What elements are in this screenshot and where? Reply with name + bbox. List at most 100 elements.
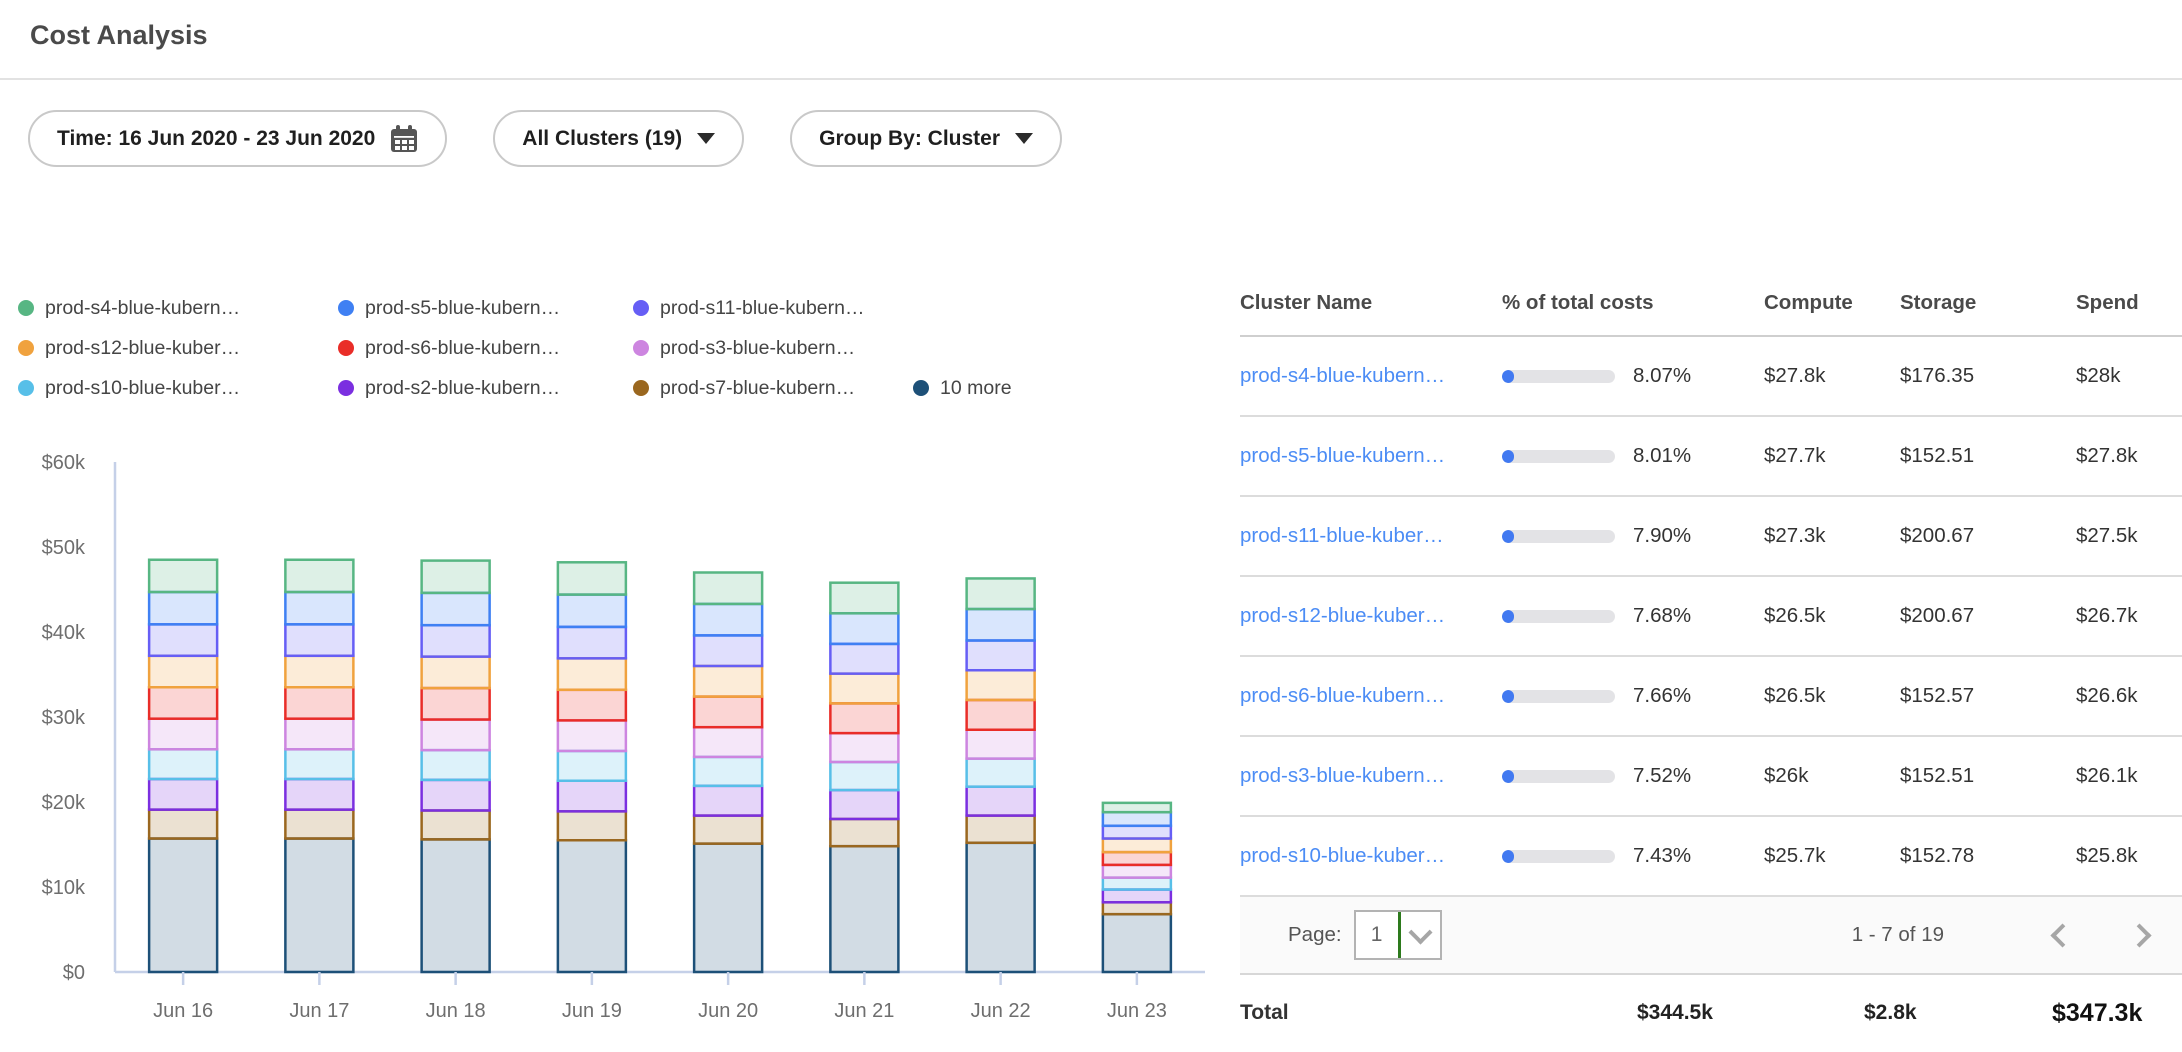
- legend-item[interactable]: 10 more: [913, 377, 1012, 400]
- bar-segment[interactable]: [1101, 824, 1173, 840]
- bar-segment[interactable]: [420, 809, 491, 841]
- bar-segment[interactable]: [556, 593, 628, 629]
- bar-segment[interactable]: [420, 655, 491, 690]
- bar-segment[interactable]: [829, 788, 900, 821]
- bar-segment[interactable]: [1101, 850, 1173, 867]
- bar-segment[interactable]: [1101, 801, 1173, 814]
- bar-segment[interactable]: [556, 839, 628, 974]
- bar-segment[interactable]: [692, 725, 764, 759]
- bar-segment[interactable]: [420, 623, 491, 658]
- bar-segment[interactable]: [284, 590, 355, 626]
- bar-segment[interactable]: [829, 844, 900, 974]
- bar-segment[interactable]: [284, 837, 355, 974]
- bar-segment[interactable]: [1101, 876, 1173, 891]
- cluster-name-link[interactable]: prod-s5-blue-kubern…: [1240, 444, 1446, 467]
- bar-segment[interactable]: [147, 837, 219, 974]
- bar-segment[interactable]: [965, 669, 1036, 702]
- bar-segment[interactable]: [147, 654, 219, 689]
- legend-item[interactable]: prod-s2-blue-kubern…: [338, 377, 633, 400]
- bar-segment[interactable]: [829, 731, 900, 764]
- bar-segment[interactable]: [965, 577, 1036, 611]
- bar-segment[interactable]: [420, 559, 491, 595]
- bar-segment[interactable]: [692, 695, 764, 729]
- cluster-name-link[interactable]: prod-s4-blue-kubern…: [1240, 364, 1446, 387]
- bar-segment[interactable]: [965, 841, 1036, 974]
- bar-segment[interactable]: [1101, 901, 1173, 916]
- bar-segment[interactable]: [692, 755, 764, 788]
- bar-segment[interactable]: [147, 623, 219, 658]
- clusters-filter[interactable]: All Clusters (19): [493, 110, 745, 167]
- bar-segment[interactable]: [420, 838, 491, 974]
- bar-segment[interactable]: [147, 717, 219, 751]
- cluster-name-link[interactable]: prod-s12-blue-kuber…: [1240, 604, 1446, 627]
- bar-segment[interactable]: [965, 639, 1036, 672]
- bar-segment[interactable]: [965, 785, 1036, 817]
- bar-segment[interactable]: [147, 590, 219, 626]
- bar-segment[interactable]: [965, 607, 1036, 642]
- bar-segment[interactable]: [556, 688, 628, 722]
- bar-segment[interactable]: [556, 625, 628, 660]
- bar-segment[interactable]: [420, 748, 491, 782]
- bar-segment[interactable]: [147, 808, 219, 840]
- bar-segment[interactable]: [556, 719, 628, 753]
- bar-segment[interactable]: [420, 778, 491, 812]
- legend-item[interactable]: prod-s3-blue-kubern…: [633, 337, 913, 360]
- bar-segment[interactable]: [829, 702, 900, 735]
- bar-segment[interactable]: [965, 814, 1036, 845]
- bar-segment[interactable]: [556, 810, 628, 842]
- bar-segment[interactable]: [284, 748, 355, 781]
- bar-segment[interactable]: [284, 777, 355, 811]
- cluster-name-link[interactable]: prod-s3-blue-kubern…: [1240, 764, 1446, 787]
- bar-segment[interactable]: [692, 842, 764, 974]
- chevron-right-icon[interactable]: [2127, 922, 2152, 948]
- bar-segment[interactable]: [829, 672, 900, 705]
- bar-segment[interactable]: [284, 686, 355, 720]
- bar-segment[interactable]: [692, 784, 764, 817]
- bar-segment[interactable]: [284, 623, 355, 658]
- bar-segment[interactable]: [284, 808, 355, 840]
- bar-segment[interactable]: [1101, 863, 1173, 879]
- bar-segment[interactable]: [829, 642, 900, 675]
- bar-segment[interactable]: [829, 612, 900, 646]
- bar-segment[interactable]: [1101, 912, 1173, 974]
- bar-segment[interactable]: [147, 777, 219, 811]
- bar-segment[interactable]: [420, 686, 491, 721]
- legend-item[interactable]: prod-s5-blue-kubern…: [338, 297, 633, 320]
- legend-item[interactable]: prod-s12-blue-kuber…: [18, 337, 338, 360]
- bar-segment[interactable]: [556, 657, 628, 692]
- time-range-filter[interactable]: Time: 16 Jun 2020 - 23 Jun 2020: [28, 110, 448, 167]
- legend-item[interactable]: prod-s4-blue-kubern…: [18, 297, 338, 320]
- bar-segment[interactable]: [556, 779, 628, 813]
- bar-segment[interactable]: [147, 558, 219, 594]
- bar-segment[interactable]: [284, 717, 355, 751]
- cluster-name-link[interactable]: prod-s6-blue-kubern…: [1240, 684, 1446, 707]
- bar-segment[interactable]: [147, 748, 219, 781]
- bar-segment[interactable]: [829, 581, 900, 615]
- page-select[interactable]: 1: [1353, 910, 1442, 960]
- bar-segment[interactable]: [284, 654, 355, 689]
- legend-item[interactable]: prod-s6-blue-kubern…: [338, 337, 633, 360]
- bar-segment[interactable]: [1101, 888, 1173, 904]
- bar-segment[interactable]: [284, 558, 355, 594]
- bar-segment[interactable]: [1101, 810, 1173, 828]
- bar-segment[interactable]: [556, 561, 628, 596]
- legend-item[interactable]: prod-s10-blue-kuber…: [18, 377, 338, 400]
- bar-segment[interactable]: [420, 718, 491, 752]
- bar-segment[interactable]: [692, 602, 764, 637]
- bar-segment[interactable]: [829, 760, 900, 792]
- bar-segment[interactable]: [965, 728, 1036, 760]
- cluster-name-link[interactable]: prod-s11-blue-kuber…: [1240, 524, 1444, 547]
- bar-segment[interactable]: [692, 571, 764, 606]
- bar-segment[interactable]: [829, 817, 900, 848]
- bar-segment[interactable]: [692, 814, 764, 845]
- chevron-left-icon[interactable]: [2050, 922, 2075, 948]
- group-by-filter[interactable]: Group By: Cluster: [790, 110, 1063, 167]
- bar-segment[interactable]: [420, 591, 491, 627]
- bar-segment[interactable]: [556, 749, 628, 782]
- bar-segment[interactable]: [1101, 837, 1173, 854]
- bar-segment[interactable]: [965, 757, 1036, 788]
- bar-segment[interactable]: [965, 698, 1036, 731]
- cluster-name-link[interactable]: prod-s10-blue-kuber…: [1240, 844, 1446, 867]
- legend-item[interactable]: prod-s11-blue-kubern…: [633, 297, 913, 320]
- bar-segment[interactable]: [692, 664, 764, 698]
